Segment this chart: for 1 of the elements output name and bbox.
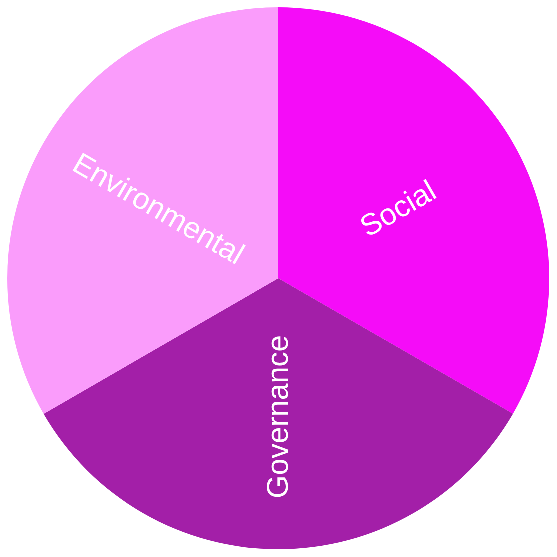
slice-label: Governance — [262, 335, 296, 499]
